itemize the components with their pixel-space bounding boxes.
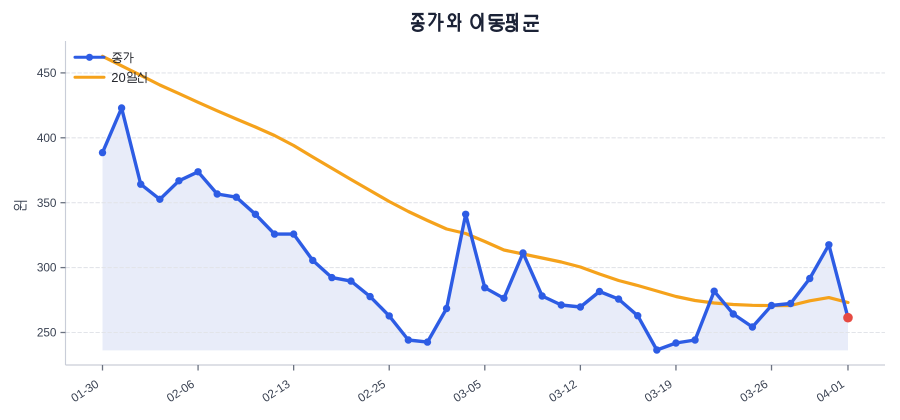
- svg-text:450: 450: [37, 66, 57, 80]
- svg-text:250: 250: [37, 326, 57, 340]
- svg-text:350: 350: [37, 196, 57, 210]
- svg-text:300: 300: [37, 261, 57, 275]
- svg-text:400: 400: [37, 131, 57, 145]
- svg-text:20: 20: [111, 70, 125, 85]
